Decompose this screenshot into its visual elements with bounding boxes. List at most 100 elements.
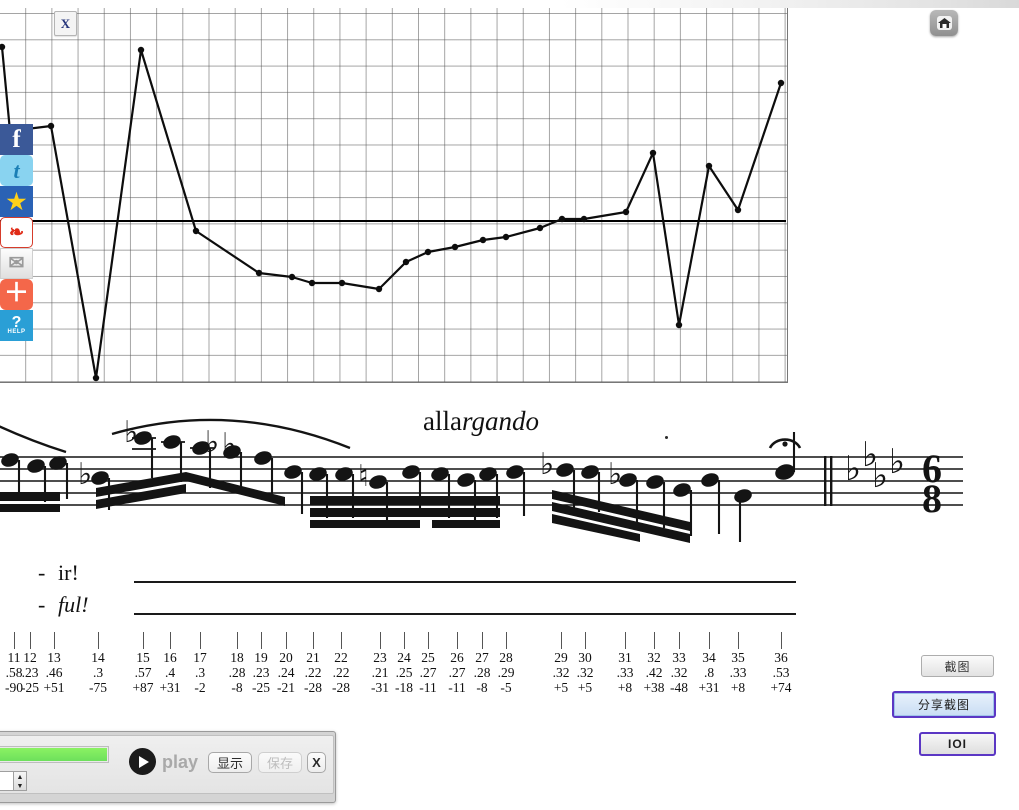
svg-text:♭: ♭	[540, 448, 554, 481]
play-label: play	[162, 752, 199, 772]
data-point	[451, 243, 459, 251]
tick-mark	[679, 632, 680, 649]
save-button[interactable]: 保存	[258, 752, 302, 773]
note-column: 26.27 -11	[442, 650, 472, 695]
show-button[interactable]: 显示	[208, 752, 252, 773]
data-point	[137, 46, 145, 54]
note-duration: .25	[395, 665, 413, 680]
spinner-down-icon[interactable]: ▼	[16, 781, 24, 790]
note-tick-marks	[0, 632, 800, 650]
play-button[interactable]	[129, 748, 156, 775]
data-point	[558, 215, 566, 223]
note-duration: .32	[552, 665, 570, 680]
note-index: 35	[731, 650, 745, 665]
note-index: 16	[163, 650, 177, 665]
data-point	[705, 162, 713, 170]
note-column: 21.22 -28	[298, 650, 328, 695]
weibo-share-icon[interactable]: ❧	[0, 217, 33, 248]
data-point	[502, 233, 510, 241]
note-index: 25	[421, 650, 435, 665]
note-duration: .53	[772, 665, 790, 680]
note-deviation: -8	[231, 680, 243, 695]
social-share-rail[interactable]: f t ★ ❧ ✉ ＋ ? HELP	[0, 124, 33, 341]
note-column: 30.32 +5	[570, 650, 600, 695]
data-point	[255, 269, 263, 277]
twitter-share-icon[interactable]: t	[0, 155, 33, 186]
svg-text:♭: ♭	[872, 458, 888, 495]
data-point	[402, 258, 410, 266]
more-share-icon[interactable]: ＋	[0, 279, 33, 310]
ioi-button[interactable]: IOI	[919, 732, 996, 756]
staccato-dot-mark	[665, 436, 668, 439]
data-point	[424, 248, 432, 256]
spinner-up-icon[interactable]: ▲	[16, 772, 24, 781]
data-point	[675, 321, 683, 329]
zero-reference-line	[0, 220, 786, 223]
note-column: 32.42 +38	[639, 650, 669, 695]
note-deviation: +87	[132, 680, 154, 695]
data-point	[192, 227, 200, 235]
note-deviation: +8	[617, 680, 633, 695]
note-column: 36.53 +74	[766, 650, 796, 695]
top-gradient-strip	[0, 0, 1019, 8]
svg-text:♭: ♭	[608, 458, 622, 491]
note-duration: .32	[670, 665, 688, 680]
tick-mark	[625, 632, 626, 649]
lyric-extension-line-1	[134, 581, 796, 583]
note-deviation: -90	[5, 680, 23, 695]
qzone-share-icon[interactable]: ★	[0, 186, 33, 217]
tick-mark	[380, 632, 381, 649]
tick-mark	[561, 632, 562, 649]
share-screenshot-button[interactable]: 分享截图	[892, 691, 996, 718]
note-column: 15.57 +87	[128, 650, 158, 695]
close-player-button[interactable]: X	[307, 752, 326, 773]
note-index: 21	[306, 650, 320, 665]
note-deviation: -25	[252, 680, 270, 695]
note-column: 33.32 -48	[664, 650, 694, 695]
lyric-extension-line-2	[134, 613, 796, 615]
note-deviation: +31	[159, 680, 181, 695]
note-deviation: -31	[371, 680, 389, 695]
data-point	[734, 206, 742, 214]
note-index: 31	[618, 650, 632, 665]
close-graph-button[interactable]: X	[54, 11, 77, 36]
note-duration: .28	[473, 665, 491, 680]
note-deviation: -11	[448, 680, 466, 695]
note-column: 12.23 -25	[15, 650, 45, 695]
help-icon[interactable]: ? HELP	[0, 310, 33, 341]
tempo-marking-allargando: allargando	[423, 406, 539, 437]
note-column: 22.22 -28	[326, 650, 356, 695]
tempo-marking-italic: rgando	[461, 406, 539, 436]
data-point	[622, 208, 630, 216]
tick-mark	[237, 632, 238, 649]
weibo-share-icon-glyph: ❧	[8, 222, 25, 242]
facebook-share-icon-glyph: f	[12, 125, 21, 153]
email-share-icon[interactable]: ✉	[0, 248, 33, 279]
note-duration: .33	[616, 665, 634, 680]
home-icon[interactable]	[930, 10, 958, 36]
note-duration: .22	[332, 665, 350, 680]
lyric-dash-2: -	[38, 592, 46, 617]
note-index: 28	[499, 650, 513, 665]
note-index: 22	[334, 650, 348, 665]
svg-text:♭: ♭	[889, 444, 905, 481]
lyric-syllable-2: ful!	[58, 592, 89, 617]
tick-mark	[428, 632, 429, 649]
playback-progress-bar[interactable]	[0, 746, 109, 763]
note-index: 36	[774, 650, 788, 665]
data-point	[308, 279, 316, 287]
note-column: 27.28 -8	[467, 650, 497, 695]
data-point	[777, 79, 785, 87]
more-share-icon-glyph: ＋	[3, 278, 29, 307]
facebook-share-icon[interactable]: f	[0, 124, 33, 155]
note-duration: .58	[5, 665, 23, 680]
data-point	[649, 149, 657, 157]
note-duration: .8	[703, 665, 715, 680]
screenshot-button[interactable]: 截图	[921, 655, 994, 677]
svg-text:♮: ♮	[358, 460, 369, 493]
tempo-graph-panel[interactable]	[0, 8, 788, 383]
note-column: 18.28 -8	[222, 650, 252, 695]
note-column: 19.23 -25	[246, 650, 276, 695]
note-deviation: -48	[670, 680, 688, 695]
tempo-spinner-buttons[interactable]: ▲ ▼	[13, 771, 27, 791]
